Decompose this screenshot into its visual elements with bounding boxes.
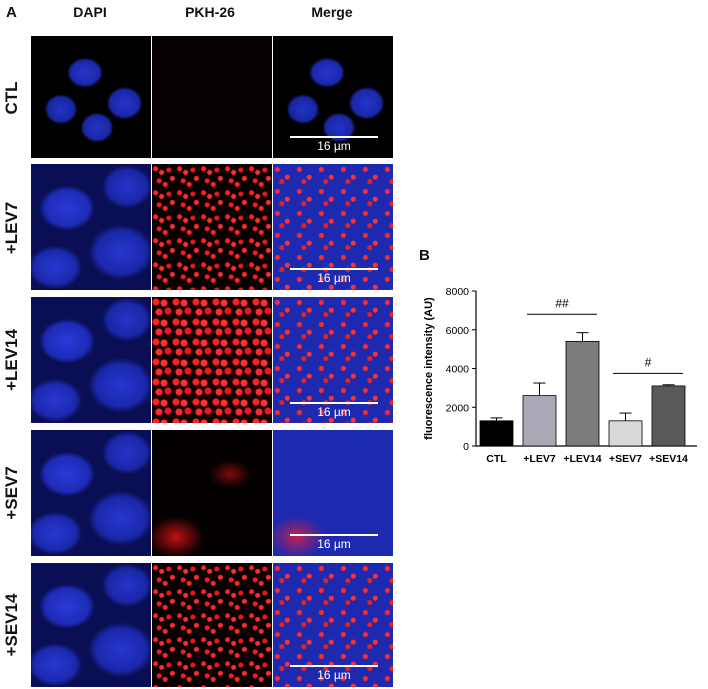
scale-label-lev7: 16 µm (317, 271, 351, 285)
y-tick-label: 2000 (446, 402, 470, 414)
y-tick-label: 6000 (446, 325, 470, 337)
image-sev7-dapi (31, 430, 151, 556)
x-tick-label: +SEV7 (609, 453, 642, 465)
y-axis-label: fluorescence intensity (AU) (423, 297, 435, 440)
x-tick-label: CTL (486, 453, 507, 465)
image-sev14-dapi (31, 563, 151, 687)
scale-bar-sev14 (290, 665, 378, 667)
row-label-lev7: +LEV7 (2, 201, 21, 255)
image-ctl-dapi (31, 36, 151, 158)
scale-label-sev7: 16 µm (317, 537, 351, 551)
x-tick-label: +LEV7 (523, 453, 556, 465)
y-tick-label: 4000 (446, 364, 470, 376)
image-lev7-dapi (31, 164, 151, 290)
column-header-dapi: DAPI (73, 4, 107, 20)
scale-bar-lev14 (290, 402, 378, 404)
image-sev7-pkh26 (152, 430, 272, 556)
column-header-pkh26: PKH-26 (185, 4, 235, 20)
column-header-merge: Merge (311, 4, 353, 20)
image-lev14-dapi (31, 297, 151, 423)
panel-b-letter: B (419, 247, 430, 264)
bar-chart: 0 2000 4000 6000 8000 fluorescence intensity … (423, 286, 697, 465)
scale-label-ctl: 16 µm (317, 139, 351, 153)
bar (522, 395, 557, 447)
scale-label-sev14: 16 µm (317, 668, 351, 682)
scale-bar-sev7 (290, 534, 378, 536)
image-ctl-pkh26 (152, 36, 272, 158)
scale-bar-ctl (290, 136, 378, 138)
scale-label-lev14: 16 µm (317, 405, 351, 419)
y-tick-label: 8000 (446, 286, 470, 298)
significance-label: # (645, 355, 652, 369)
bar (479, 420, 514, 447)
bar (651, 385, 686, 447)
x-tick-label: +LEV14 (563, 453, 601, 465)
significance-label: ## (555, 296, 569, 310)
image-lev7-pkh26 (152, 164, 272, 290)
panel-a-letter: A (6, 4, 17, 21)
row-label-sev7: +SEV7 (2, 466, 21, 520)
scale-bar-lev7 (290, 268, 378, 270)
image-lev14-pkh26 (152, 297, 272, 423)
row-label-ctl: CTL (2, 81, 21, 115)
row-label-lev14: +LEV14 (2, 329, 21, 391)
y-tick-label: 0 (463, 441, 469, 453)
row-label-sev14: +SEV14 (2, 593, 21, 657)
image-sev14-pkh26 (152, 563, 272, 687)
bar (608, 420, 643, 447)
bar (565, 340, 600, 447)
x-tick-label: +SEV14 (649, 453, 688, 465)
